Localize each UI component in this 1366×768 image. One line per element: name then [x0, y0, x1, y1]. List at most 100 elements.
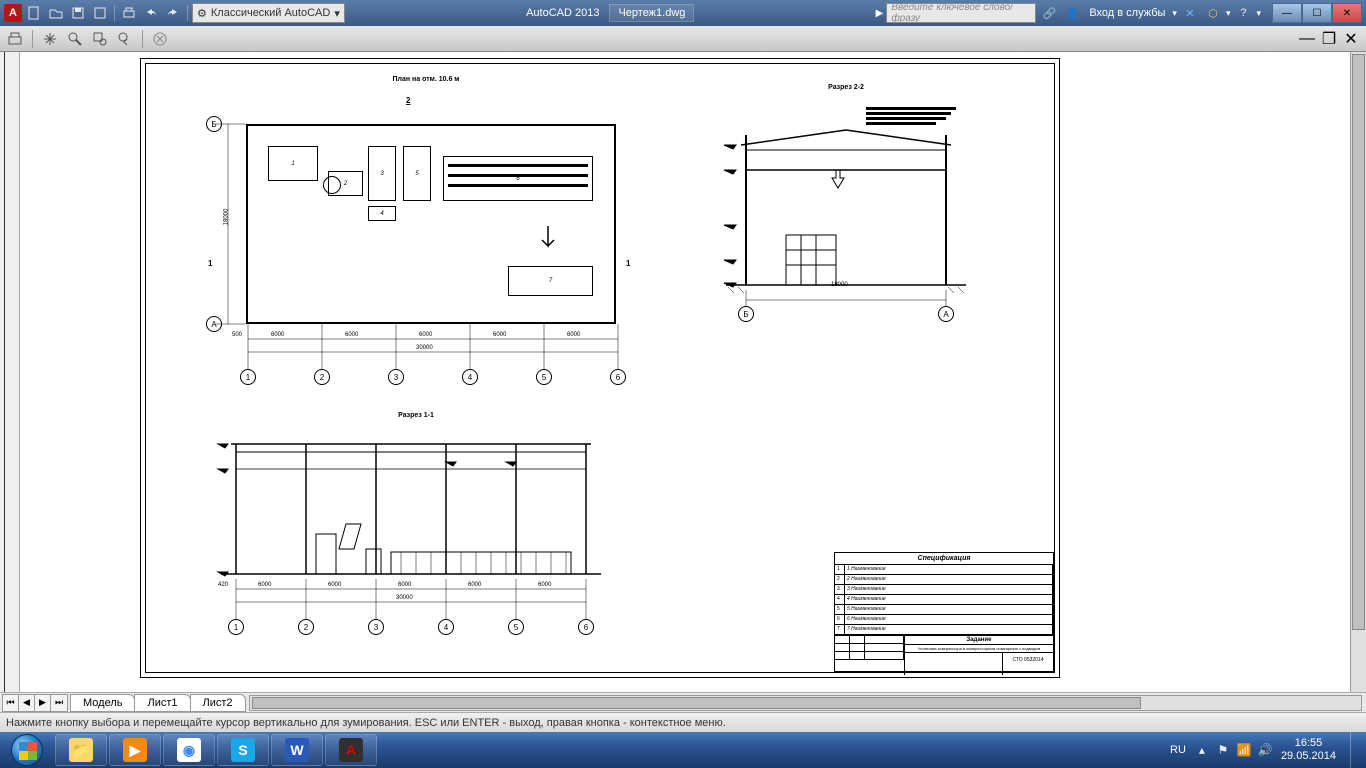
titlebar: A ⚙ Классический AutoCAD ▾ AutoCAD 2013 … — [0, 0, 1366, 26]
tb-code: СТО 0532014 — [1003, 653, 1053, 675]
drawing-canvas[interactable]: План на отм. 10.6 м 1 2 3 4 5 6 7 — [0, 52, 1366, 692]
show-desktop-button[interactable] — [1350, 732, 1360, 768]
doc-restore-button[interactable]: ❐ — [1318, 28, 1340, 50]
redo-icon[interactable] — [163, 3, 183, 23]
minimize-button[interactable]: — — [1272, 3, 1302, 23]
flag-icon[interactable]: ⚑ — [1215, 742, 1231, 758]
taskbar-skype[interactable]: S — [217, 734, 269, 766]
taskbar-word[interactable]: W — [271, 734, 323, 766]
stayconnected-icon[interactable]: ⬡ — [1203, 3, 1223, 23]
tab-first-button[interactable]: ⏮ — [3, 695, 19, 711]
plan-view: План на отм. 10.6 м 1 2 3 4 5 6 7 — [216, 94, 636, 404]
app-menu-icon[interactable]: A — [4, 4, 22, 22]
spec-title: Спецификация — [835, 553, 1053, 564]
s1-axis-1: 1 — [228, 619, 244, 635]
dim-6000-3: 6000 — [419, 332, 432, 338]
dim-total-h: 30000 — [416, 345, 433, 351]
app-title: AutoCAD 2013 — [526, 7, 599, 19]
saveas-icon[interactable] — [90, 3, 110, 23]
exchange-icon[interactable]: ✕ — [1180, 3, 1200, 23]
taskbar-autocad[interactable]: A — [325, 734, 377, 766]
new-icon[interactable] — [24, 3, 44, 23]
quick-toolbar: — ❐ ✕ — [0, 26, 1366, 52]
plot-icon[interactable] — [119, 3, 139, 23]
sec2-dim-total: 18000 — [831, 282, 848, 288]
windows-logo-icon — [11, 734, 43, 766]
zoom-previous-icon[interactable] — [114, 28, 136, 50]
chevron-down-icon: ▾ — [334, 7, 340, 20]
s1-d1: 6000 — [258, 582, 271, 588]
volume-icon[interactable]: 🔊 — [1257, 742, 1273, 758]
tab-next-button[interactable]: ▶ — [35, 695, 51, 711]
s1-d5: 6000 — [538, 582, 551, 588]
workspace-label: Классический AutoCAD — [211, 7, 330, 19]
vertical-scrollbar[interactable] — [1350, 52, 1366, 692]
dim-6000-5: 6000 — [567, 332, 580, 338]
tab-sheet1[interactable]: Лист1 — [134, 694, 190, 712]
clock-time: 16:55 — [1281, 737, 1336, 750]
tb-project: Задание — [905, 636, 1053, 644]
clock[interactable]: 16:55 29.05.2014 — [1281, 737, 1336, 763]
s1-dtotal: 30000 — [396, 595, 413, 601]
document-tab[interactable]: Чертеж1.dwg — [609, 4, 694, 22]
doc-close-button[interactable]: ✕ — [1340, 28, 1362, 50]
tab-last-button[interactable]: ⏭ — [51, 695, 67, 711]
network-icon[interactable]: 📶 — [1236, 742, 1252, 758]
s1-axis-3: 3 — [368, 619, 384, 635]
status-hint: Нажмите кнопку выбора и перемещайте курс… — [6, 717, 726, 729]
status-bar: Нажмите кнопку выбора и перемещайте курс… — [0, 712, 1366, 732]
close-button[interactable]: ✕ — [1332, 3, 1362, 23]
taskbar-chrome[interactable]: ◉ — [163, 734, 215, 766]
dim-6000-1: 6000 — [271, 332, 284, 338]
s1-edge: 420 — [218, 582, 228, 588]
section-marker-1l: 1 — [208, 259, 212, 268]
drawing-frame: План на отм. 10.6 м 1 2 3 4 5 6 7 — [140, 58, 1060, 678]
dim-6000-2: 6000 — [345, 332, 358, 338]
horizontal-scrollbar[interactable] — [249, 695, 1362, 711]
help-icon[interactable]: ? — [1233, 3, 1253, 23]
zoom-icon[interactable] — [64, 28, 86, 50]
search-input[interactable]: Введите ключевое слово/фразу — [886, 3, 1036, 23]
s1-axis-2: 2 — [298, 619, 314, 635]
workspace-dropdown[interactable]: ⚙ Классический AutoCAD ▾ — [192, 3, 345, 23]
section2-title: Разрез 2-2 — [716, 84, 976, 91]
doc-minimize-button[interactable]: — — [1296, 28, 1318, 50]
taskbar-explorer[interactable]: 📁 — [55, 734, 107, 766]
user-icon[interactable]: 👤 — [1062, 3, 1082, 23]
s1-d3: 6000 — [398, 582, 411, 588]
chevron-down-icon[interactable]: ▾ — [1256, 8, 1261, 19]
pan-icon[interactable] — [39, 28, 61, 50]
dim-total-v: 18000 — [223, 209, 229, 226]
clock-date: 29.05.2014 — [1281, 750, 1336, 763]
system-tray: RU ▴ ⚑ 📶 🔊 16:55 29.05.2014 — [1170, 732, 1366, 768]
zoom-window-icon[interactable] — [89, 28, 111, 50]
search-play-icon[interactable]: ▶ — [876, 8, 884, 19]
infocenter-icon[interactable]: 🔗 — [1039, 3, 1059, 23]
s1-axis-6: 6 — [578, 619, 594, 635]
tb-desc: Установка компрессора в компрессорном по… — [905, 644, 1053, 652]
tab-prev-button[interactable]: ◀ — [19, 695, 35, 711]
maximize-button[interactable]: ☐ — [1302, 3, 1332, 23]
sec2-axis-а: А — [938, 306, 954, 322]
title-block: Спецификация 11 Наименование 22 Наименов… — [834, 552, 1054, 672]
chevron-down-icon[interactable]: ▾ — [1172, 8, 1177, 19]
section-2-view: Разрез 2-2 — [716, 84, 976, 334]
tab-sheet2[interactable]: Лист2 — [190, 694, 246, 712]
lang-indicator[interactable]: RU — [1170, 744, 1186, 756]
signin-link[interactable]: Вход в службы — [1085, 7, 1169, 19]
chevron-down-icon[interactable]: ▾ — [1226, 8, 1231, 19]
section-marker-1r: 1 — [626, 259, 630, 268]
undo-icon[interactable] — [141, 3, 161, 23]
plan-title: План на отм. 10.6 м — [393, 76, 460, 83]
gear-icon: ⚙ — [197, 7, 207, 20]
tab-model[interactable]: Модель — [70, 694, 135, 712]
section-1-view: Разрез 1-1 — [206, 414, 626, 644]
tray-up-icon[interactable]: ▴ — [1194, 742, 1210, 758]
open-icon[interactable] — [46, 3, 66, 23]
cancel-icon[interactable] — [149, 28, 171, 50]
save-icon[interactable] — [68, 3, 88, 23]
sec2-axis-б: Б — [738, 306, 754, 322]
taskbar-wmp[interactable]: ▶ — [109, 734, 161, 766]
start-button[interactable] — [0, 732, 54, 768]
print-icon[interactable] — [4, 28, 26, 50]
